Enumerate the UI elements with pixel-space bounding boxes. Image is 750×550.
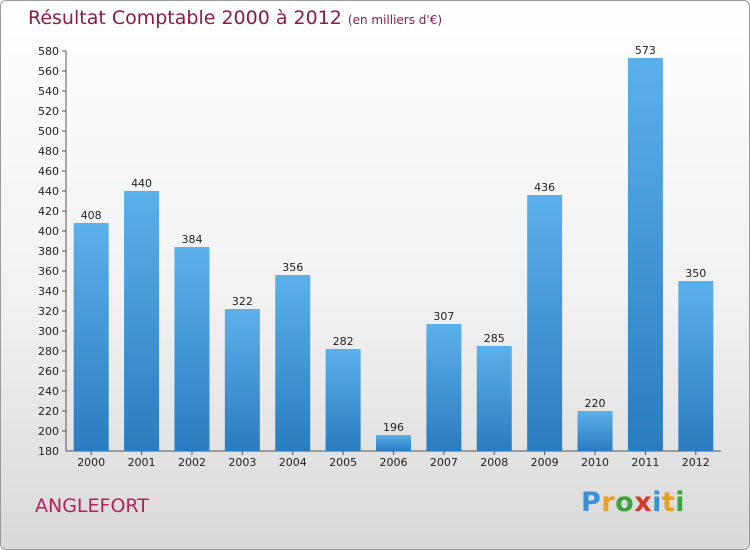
chart-subtitle: (en milliers d'€) xyxy=(347,13,443,27)
y-tick-label: 380 xyxy=(38,245,59,258)
proxiti-logo: Proxiti xyxy=(581,487,685,518)
y-tick-label: 220 xyxy=(38,405,59,418)
y-tick-label: 340 xyxy=(38,285,59,298)
chart-title: Résultat Comptable 2000 à 2012 (en millie… xyxy=(28,7,442,29)
logo-letter: i xyxy=(675,487,686,518)
logo-letter: x xyxy=(634,487,653,518)
y-tick-label: 300 xyxy=(38,325,59,338)
bar xyxy=(325,349,361,451)
commune-name: ANGLEFORT xyxy=(35,495,149,517)
value-label: 350 xyxy=(685,267,706,280)
value-label: 322 xyxy=(232,295,253,308)
x-tick-label: 2001 xyxy=(128,456,156,469)
x-tick-label: 2010 xyxy=(581,456,609,469)
value-label: 196 xyxy=(383,421,404,434)
logo-letter: o xyxy=(615,487,635,518)
value-label: 440 xyxy=(131,177,152,190)
title-text: Résultat Comptable 2000 à 2012 xyxy=(28,7,342,29)
y-tick-label: 360 xyxy=(38,265,59,278)
y-tick-label: 540 xyxy=(38,85,59,98)
bar xyxy=(627,58,663,451)
bar xyxy=(275,275,311,451)
y-tick-label: 320 xyxy=(38,305,59,318)
value-labels: 408 440 384 322 356 282 196 307 285 436 220 573 350 xyxy=(81,44,707,434)
y-tick-label: 560 xyxy=(38,65,59,78)
value-label: 436 xyxy=(534,181,555,194)
x-tick-label: 2009 xyxy=(531,456,559,469)
x-tick-label: 2011 xyxy=(631,456,659,469)
x-tick-label: 2006 xyxy=(380,456,408,469)
y-tick-label: 440 xyxy=(38,185,59,198)
logo-letter: P xyxy=(581,487,602,518)
x-tick-label: 2003 xyxy=(228,456,256,469)
x-tick-label: 2012 xyxy=(682,456,710,469)
y-tick-label: 180 xyxy=(38,445,59,458)
y-tick-label: 480 xyxy=(38,145,59,158)
bar xyxy=(476,346,512,451)
y-tick-label: 460 xyxy=(38,165,59,178)
y-tick-label: 520 xyxy=(38,105,59,118)
y-tick-label: 200 xyxy=(38,425,59,438)
logo-letter: r xyxy=(601,487,616,518)
y-tick-label: 420 xyxy=(38,205,59,218)
value-label: 573 xyxy=(635,44,656,57)
bar xyxy=(577,411,613,451)
y-tick-label: 580 xyxy=(38,45,59,58)
bar xyxy=(224,309,260,451)
value-label: 220 xyxy=(585,397,606,410)
y-tick-label: 500 xyxy=(38,125,59,138)
x-tick-label: 2004 xyxy=(279,456,307,469)
y-tick-label: 260 xyxy=(38,365,59,378)
y-tick-label: 240 xyxy=(38,385,59,398)
y-tick-label: 400 xyxy=(38,225,59,238)
logo-letter: t xyxy=(661,487,676,518)
bar xyxy=(426,324,462,451)
value-label: 408 xyxy=(81,209,102,222)
logo-letter: i xyxy=(652,487,662,518)
x-tick-label: 2000 xyxy=(77,456,105,469)
bar xyxy=(527,195,563,451)
bar xyxy=(174,247,210,451)
bar xyxy=(678,281,714,451)
value-label: 307 xyxy=(433,310,454,323)
value-label: 356 xyxy=(282,261,303,274)
bars xyxy=(73,58,714,451)
x-tick-label: 2005 xyxy=(329,456,357,469)
x-tick-label: 2007 xyxy=(430,456,458,469)
bar xyxy=(376,435,411,451)
x-tick-label: 2002 xyxy=(178,456,206,469)
value-label: 282 xyxy=(333,335,354,348)
value-label: 285 xyxy=(484,332,505,345)
x-tick-label: 2008 xyxy=(480,456,508,469)
bar xyxy=(124,191,160,451)
value-label: 384 xyxy=(181,233,202,246)
bar xyxy=(73,223,109,451)
y-tick-label: 280 xyxy=(38,345,59,358)
